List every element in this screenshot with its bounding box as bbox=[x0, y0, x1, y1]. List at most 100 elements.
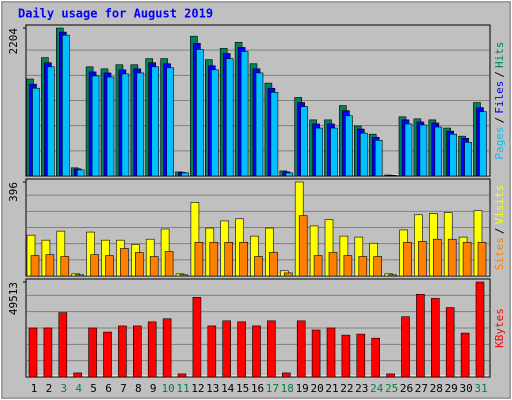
bar bbox=[328, 252, 338, 277]
x-tick-label: 18 bbox=[281, 382, 294, 395]
bar bbox=[147, 321, 157, 378]
x-tick-label: 15 bbox=[236, 382, 249, 395]
bar bbox=[401, 316, 410, 378]
bar bbox=[479, 111, 487, 177]
bar bbox=[252, 325, 261, 378]
bar bbox=[373, 256, 383, 277]
x-tick-label: 13 bbox=[206, 382, 219, 395]
bar bbox=[222, 320, 231, 378]
bar bbox=[254, 256, 263, 277]
bar bbox=[135, 252, 144, 277]
bar bbox=[359, 132, 368, 177]
x-tick-label: 8 bbox=[135, 382, 142, 395]
bar bbox=[255, 72, 264, 177]
legend: Sites / Visits bbox=[493, 185, 506, 271]
legend: Pages / Files / Hits bbox=[493, 42, 506, 160]
legend-entry: Pages bbox=[493, 126, 506, 159]
bar bbox=[88, 327, 97, 378]
bar bbox=[298, 215, 308, 277]
bar bbox=[120, 248, 129, 277]
bar bbox=[225, 58, 234, 177]
bar bbox=[58, 312, 68, 378]
bar bbox=[45, 254, 55, 277]
x-tick-label: 6 bbox=[105, 382, 112, 395]
x-tick-label: 21 bbox=[325, 382, 338, 395]
bar bbox=[462, 241, 472, 277]
x-tick-label: 3 bbox=[60, 382, 67, 395]
bar bbox=[151, 66, 159, 177]
bar bbox=[403, 241, 412, 277]
bar bbox=[166, 67, 174, 177]
x-tick-label: 1 bbox=[31, 382, 38, 395]
bar bbox=[136, 72, 145, 177]
bar bbox=[103, 331, 112, 378]
bar bbox=[326, 327, 336, 378]
bar bbox=[192, 297, 202, 378]
bar bbox=[149, 256, 159, 277]
bar bbox=[240, 51, 249, 177]
bar bbox=[270, 92, 279, 177]
bar bbox=[106, 76, 115, 177]
x-tick-label: 23 bbox=[355, 382, 368, 395]
bar bbox=[121, 73, 130, 177]
bar bbox=[162, 318, 172, 378]
y-tick-label: 49513 bbox=[7, 282, 20, 315]
bar bbox=[374, 140, 383, 177]
bar bbox=[434, 126, 443, 177]
bar bbox=[371, 337, 381, 378]
bar bbox=[343, 255, 353, 277]
bar bbox=[477, 241, 487, 277]
bar bbox=[296, 320, 306, 378]
x-tick-label: 28 bbox=[430, 382, 443, 395]
bar bbox=[416, 294, 425, 378]
bar bbox=[194, 241, 204, 277]
legend-separator: / bbox=[493, 228, 506, 235]
x-tick-label: 17 bbox=[266, 382, 279, 395]
legend-entry: Hits bbox=[493, 42, 506, 69]
x-tick-label: 27 bbox=[415, 382, 428, 395]
x-tick-label: 14 bbox=[221, 382, 235, 395]
legend-entry: Files bbox=[493, 81, 506, 114]
bar bbox=[358, 256, 368, 277]
x-tick-label: 30 bbox=[459, 382, 472, 395]
bar bbox=[285, 172, 294, 177]
bar bbox=[91, 75, 100, 177]
x-tick-label: 11 bbox=[176, 382, 189, 395]
legend-entry: KBytes bbox=[493, 308, 506, 348]
bar bbox=[311, 329, 321, 378]
bar bbox=[386, 373, 395, 378]
bar bbox=[237, 321, 246, 378]
bar bbox=[118, 325, 127, 378]
bar bbox=[388, 274, 397, 277]
bar bbox=[211, 69, 219, 177]
bar bbox=[283, 272, 293, 277]
x-tick-label: 22 bbox=[340, 382, 353, 395]
bar bbox=[315, 127, 323, 177]
bar bbox=[447, 238, 457, 277]
legend-separator: / bbox=[493, 71, 506, 78]
legend-entry: Sites bbox=[493, 237, 506, 270]
bar bbox=[75, 274, 84, 277]
legend: KBytes bbox=[493, 308, 506, 348]
bar bbox=[419, 124, 428, 177]
bar bbox=[345, 115, 353, 177]
bar bbox=[356, 333, 366, 378]
bar bbox=[105, 255, 114, 277]
bar bbox=[209, 241, 219, 277]
y-tick-label: 396 bbox=[7, 182, 20, 202]
bar bbox=[177, 373, 187, 378]
chart-title: Daily usage for August 2019 bbox=[18, 7, 213, 21]
x-tick-label: 20 bbox=[310, 382, 323, 395]
x-tick-label: 19 bbox=[296, 382, 309, 395]
x-tick-label: 29 bbox=[445, 382, 458, 395]
bar bbox=[445, 307, 455, 378]
bar bbox=[164, 251, 174, 277]
bar bbox=[389, 175, 398, 177]
bar bbox=[267, 320, 276, 378]
bar bbox=[239, 241, 248, 277]
bar bbox=[76, 169, 85, 177]
x-tick-label: 9 bbox=[150, 382, 157, 395]
x-tick-label: 16 bbox=[251, 382, 264, 395]
bar bbox=[430, 298, 440, 378]
